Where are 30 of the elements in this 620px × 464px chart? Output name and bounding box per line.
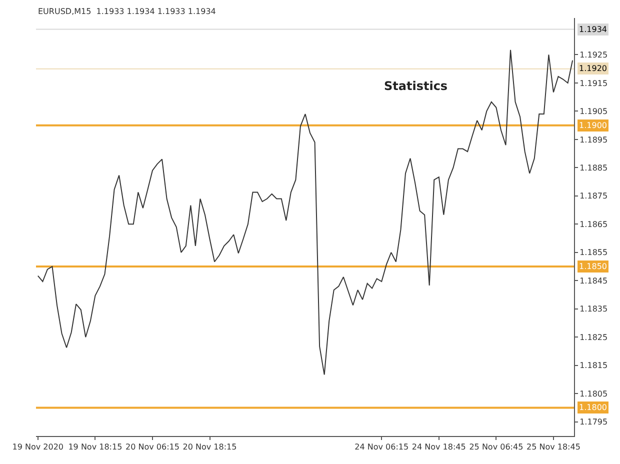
ref-line-label: 1.1900 [579, 121, 607, 130]
y-tick-label: 1.1845 [580, 276, 608, 286]
y-tick-label: 1.1875 [580, 192, 608, 201]
x-tick-label: 24 Nov 18:45 [412, 442, 466, 452]
y-tick-label: 1.1825 [580, 332, 608, 342]
y-tick-label: 1.1885 [580, 163, 608, 172]
x-tick-label: 25 Nov 06:45 [469, 442, 524, 452]
y-tick-label: 1.1895 [580, 135, 608, 144]
x-tick-label: 25 Nov 18:45 [526, 442, 580, 452]
x-tick-label: 19 Nov 18:15 [68, 442, 122, 452]
x-tick-label: 20 Nov 06:15 [126, 442, 180, 452]
x-tick-label: 19 Nov 2020 [12, 442, 64, 452]
y-tick-label: 1.1805 [580, 389, 608, 398]
chart-title: EURUSD,M15 1.1933 1.1934 1.1933 1.1934 [38, 7, 216, 16]
ref-line-label: 1.1920 [579, 64, 607, 73]
y-tick-label: 1.1865 [580, 220, 608, 229]
ref-line-label: 1.1850 [579, 262, 607, 271]
y-tick-label: 1.1815 [580, 361, 608, 370]
y-tick-label: 1.1925 [580, 50, 608, 60]
y-tick-label: 1.1905 [580, 107, 608, 116]
y-tick-label: 1.1855 [580, 248, 608, 258]
ref-line-label: 1.1934 [579, 25, 607, 34]
y-tick-label: 1.1795 [580, 418, 608, 427]
y-tick-label: 1.1915 [580, 78, 608, 88]
ref-line-label: 1.1800 [579, 403, 607, 412]
y-tick-label: 1.1835 [580, 304, 608, 314]
x-tick-label: 20 Nov 18:15 [182, 442, 237, 452]
x-tick-label: 24 Nov 06:15 [354, 442, 409, 452]
annotation: Statistics [384, 79, 448, 93]
line-series [37, 49, 574, 376]
